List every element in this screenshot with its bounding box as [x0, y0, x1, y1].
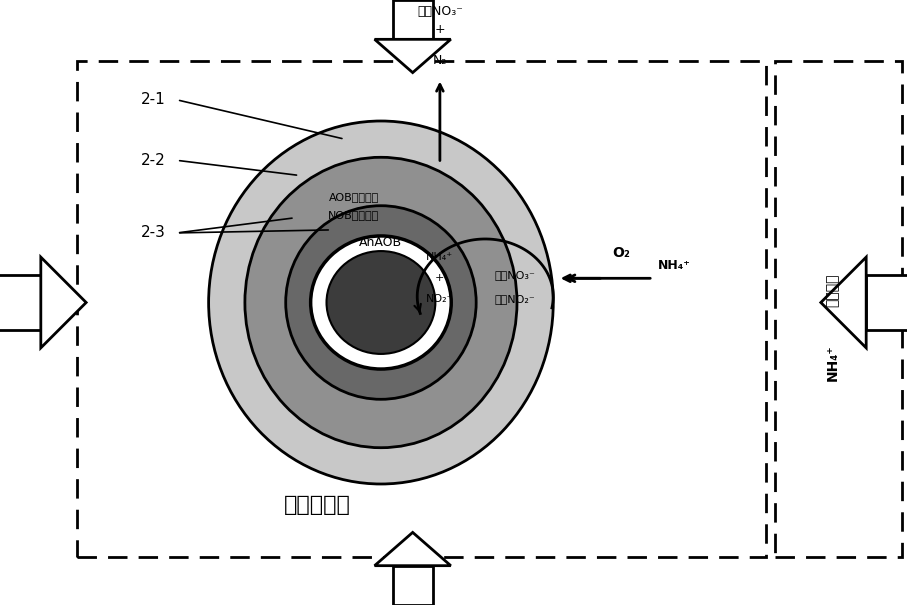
Text: N₂: N₂ [433, 54, 447, 67]
Text: NOB竞争劣势: NOB竞争劣势 [328, 210, 379, 220]
Text: O₂: O₂ [612, 246, 630, 260]
Polygon shape [375, 532, 451, 566]
Ellipse shape [327, 251, 435, 354]
Text: +: + [435, 273, 444, 283]
Text: NH₄⁺: NH₄⁺ [825, 345, 840, 381]
Text: NH₄⁺: NH₄⁺ [658, 260, 690, 272]
Ellipse shape [209, 121, 553, 484]
Polygon shape [0, 275, 41, 330]
Text: 2-2: 2-2 [141, 153, 165, 168]
Ellipse shape [286, 206, 476, 399]
Polygon shape [821, 257, 866, 348]
Text: 2-1: 2-1 [141, 93, 165, 107]
Ellipse shape [245, 157, 517, 448]
Polygon shape [866, 275, 907, 330]
Polygon shape [41, 257, 86, 348]
Polygon shape [393, 0, 433, 39]
Text: +: + [434, 24, 445, 36]
Text: AnAOB: AnAOB [359, 235, 403, 249]
Text: 高氨氮环境: 高氨氮环境 [284, 495, 351, 515]
Text: AOB竞争优势: AOB竞争优势 [328, 192, 379, 201]
Text: NO₂⁻: NO₂⁻ [426, 295, 454, 304]
Polygon shape [375, 39, 451, 73]
Bar [775, 60, 902, 557]
Polygon shape [393, 566, 433, 605]
Text: 填料吸附: 填料吸附 [825, 273, 840, 307]
Bar [77, 60, 766, 557]
Text: 2-3: 2-3 [141, 226, 165, 240]
Text: 大量NO₂⁻: 大量NO₂⁻ [494, 295, 535, 304]
Text: NH₄⁺: NH₄⁺ [426, 252, 454, 262]
Ellipse shape [310, 236, 452, 369]
Text: 少量NO₃⁻: 少量NO₃⁻ [494, 270, 535, 280]
Text: 少量NO₃⁻: 少量NO₃⁻ [417, 5, 463, 18]
